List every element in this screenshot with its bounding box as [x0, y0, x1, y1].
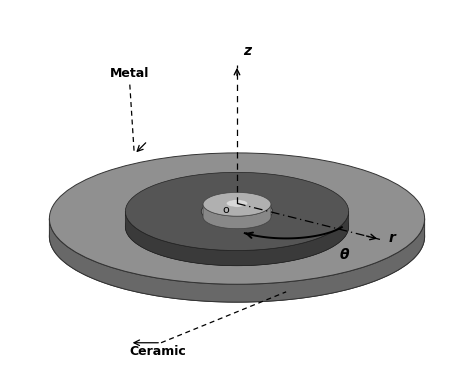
Text: Metal: Metal — [110, 67, 149, 80]
Ellipse shape — [49, 171, 425, 302]
Ellipse shape — [201, 214, 273, 239]
Text: z: z — [243, 44, 251, 58]
Text: r: r — [389, 231, 396, 244]
Polygon shape — [49, 219, 425, 302]
Polygon shape — [125, 212, 349, 266]
Ellipse shape — [125, 187, 349, 266]
Text: Ceramic: Ceramic — [130, 346, 187, 358]
Ellipse shape — [203, 193, 271, 216]
Ellipse shape — [203, 205, 271, 229]
Polygon shape — [203, 204, 271, 229]
Ellipse shape — [226, 199, 248, 207]
Ellipse shape — [49, 153, 425, 284]
Ellipse shape — [201, 199, 273, 224]
Ellipse shape — [125, 172, 349, 250]
Text: θ: θ — [339, 249, 349, 262]
Text: o: o — [222, 205, 229, 214]
